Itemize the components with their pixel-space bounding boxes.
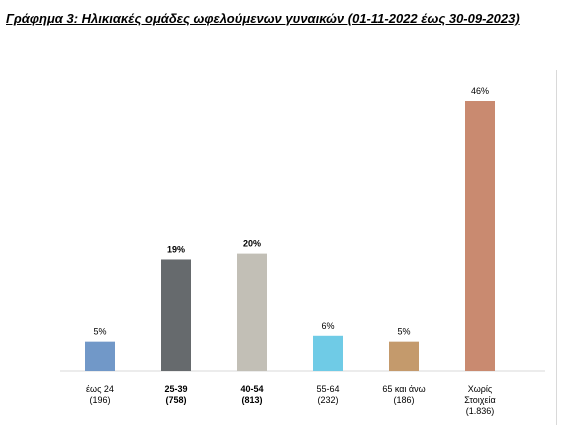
category-label-3-line-2: (813): [241, 395, 262, 405]
value-label-4: 6%: [321, 321, 334, 331]
bar-5: [389, 341, 419, 371]
category-label-1-line-1: έως 24: [86, 384, 114, 394]
category-label-2-line-2: (758): [165, 395, 186, 405]
chart-area: [4, 70, 557, 425]
bar-3: [237, 253, 267, 371]
category-label-6-line-1: Χωρίς: [468, 384, 493, 394]
value-label-2: 19%: [167, 244, 185, 254]
category-label-6-line-2: Στοιχεία: [464, 395, 496, 405]
category-label-6-line-3: (1.836): [466, 406, 495, 416]
category-label-4-line-2: (232): [317, 395, 338, 405]
bar-4: [313, 335, 343, 371]
bar-2: [161, 259, 191, 371]
category-label-1-line-2: (196): [89, 395, 110, 405]
category-label-3-line-1: 40-54: [240, 384, 263, 394]
bar-1: [85, 341, 115, 371]
bar-6: [465, 101, 495, 371]
chart-title: Γράφημα 3: Ηλικιακές ομάδες ωφελούμενων …: [6, 11, 520, 26]
category-label-5-line-2: (186): [393, 395, 414, 405]
category-label-4-line-1: 55-64: [316, 384, 339, 394]
category-label-2-line-1: 25-39: [164, 384, 187, 394]
value-label-1: 5%: [93, 327, 106, 337]
value-label-6: 46%: [471, 86, 489, 96]
value-label-5: 5%: [397, 327, 410, 337]
value-label-3: 20%: [243, 239, 261, 249]
category-label-5-line-1: 65 και άνω: [382, 384, 425, 394]
